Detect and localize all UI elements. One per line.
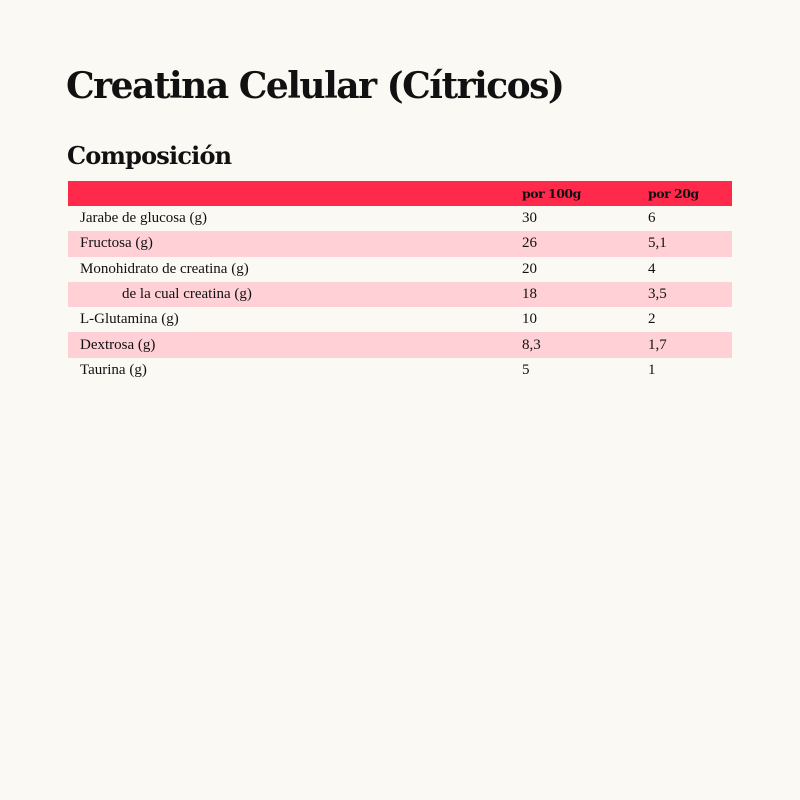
value-per-20g: 1,7 <box>648 332 732 358</box>
value-per-20g: 2 <box>648 311 656 328</box>
composition-table: por 100g por 20g Jarabe de glucosa (g) 30… <box>68 181 732 383</box>
ingredient-name: Monohidrato de creatina (g) <box>80 260 249 277</box>
table-row: Monohidrato de creatina (g) 20 4 <box>68 257 732 282</box>
ingredient-name: Jarabe de glucosa (g) <box>80 210 208 227</box>
table-row: Jarabe de glucosa (g) 30 6 <box>68 206 732 231</box>
value-per-100g: 8,3 <box>522 332 648 358</box>
value-per-20g: 1 <box>648 361 656 378</box>
value-per-100g: 20 <box>522 260 537 277</box>
section-title: Composición <box>67 141 232 170</box>
header-per-20g: por 20g <box>648 181 732 206</box>
header-ingredient <box>68 181 522 206</box>
table-header-row: por 100g por 20g <box>68 181 732 206</box>
header-per-100g: por 100g <box>522 181 648 206</box>
ingredient-name: L-Glutamina (g) <box>80 311 179 328</box>
ingredient-name: Taurina (g) <box>80 361 147 378</box>
table-row: Fructosa (g) 26 5,1 <box>68 231 732 257</box>
ingredient-name: Dextrosa (g) <box>68 332 522 358</box>
value-per-100g: 5 <box>522 361 530 378</box>
value-per-100g: 30 <box>522 210 537 227</box>
value-per-20g: 3,5 <box>648 281 732 308</box>
table-row: L-Glutamina (g) 10 2 <box>68 307 732 332</box>
page-title: Creatina Celular (Cítricos) <box>66 65 565 107</box>
value-per-100g: 26 <box>522 231 648 257</box>
value-per-20g: 6 <box>648 210 656 227</box>
value-per-100g: 10 <box>522 311 537 328</box>
table-row: de la cual creatina (g) 18 3,5 <box>68 281 732 308</box>
ingredient-name: Fructosa (g) <box>68 231 522 257</box>
value-per-100g: 18 <box>522 281 648 308</box>
value-per-20g: 4 <box>648 260 656 277</box>
value-per-20g: 5,1 <box>648 231 732 257</box>
table-row: Taurina (g) 5 1 <box>68 358 732 383</box>
ingredient-name: de la cual creatina (g) <box>68 281 522 308</box>
table-row: Dextrosa (g) 8,3 1,7 <box>68 332 732 358</box>
